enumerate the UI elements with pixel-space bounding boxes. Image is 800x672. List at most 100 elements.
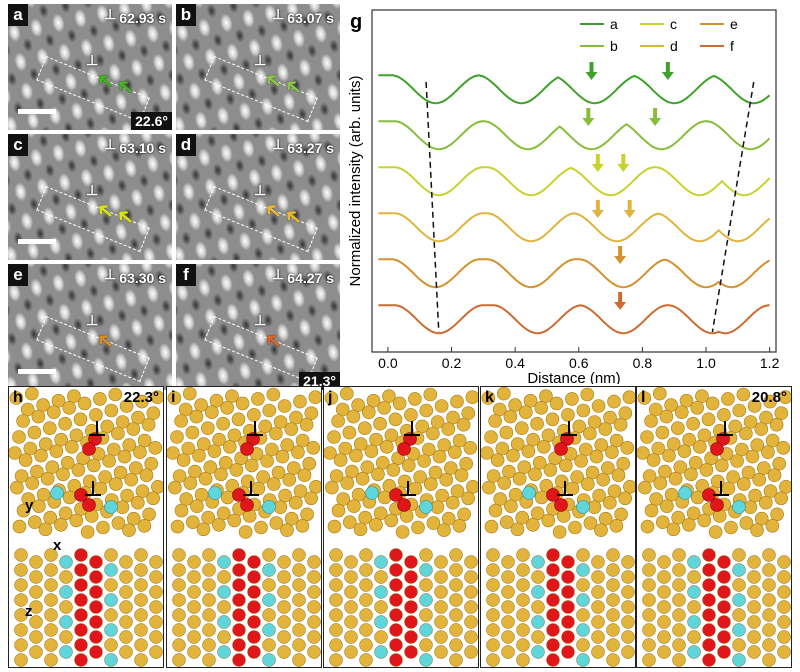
gold-atom — [333, 453, 348, 467]
side-atom — [672, 578, 686, 592]
gold-atom — [371, 467, 385, 482]
gold-atom — [331, 414, 345, 428]
red-atom — [554, 498, 568, 512]
side-atom — [232, 563, 246, 577]
gold-atom — [10, 480, 24, 495]
gold-atom — [508, 398, 522, 412]
gold-atom — [167, 391, 182, 405]
series-arrow-head — [661, 72, 674, 80]
side-atom — [464, 630, 478, 644]
md-panel-i: i — [166, 386, 322, 668]
timestamp: 63.10 s — [119, 140, 166, 156]
gold-atom — [495, 441, 510, 456]
gold-atom — [269, 426, 283, 441]
side-atom — [217, 555, 231, 569]
side-atom — [217, 645, 231, 659]
side-atom — [119, 630, 133, 644]
panel-label: h — [13, 389, 23, 406]
side-atom — [434, 600, 448, 614]
side-atom — [134, 548, 148, 562]
side-atom — [501, 615, 515, 629]
legend-label: f — [730, 38, 734, 54]
side-atom — [187, 570, 201, 584]
gold-atom — [598, 511, 613, 526]
side-atom — [516, 548, 530, 562]
gold-atom — [526, 432, 540, 447]
gold-atom — [280, 523, 294, 537]
side-atom — [202, 623, 216, 637]
side-atom — [59, 630, 73, 644]
gold-atom — [231, 412, 246, 427]
panel-label: k — [485, 389, 494, 406]
gold-atom — [536, 439, 551, 454]
gold-atom — [71, 463, 86, 477]
gold-atom — [262, 403, 277, 418]
gold-atom — [51, 393, 66, 408]
side-atom — [449, 548, 463, 562]
axis-letter: x — [53, 663, 61, 667]
timestamp: 63.27 s — [287, 140, 334, 156]
gold-atom — [144, 456, 158, 471]
side-atom — [419, 593, 433, 607]
gold-atom — [444, 461, 458, 475]
gold-atom — [561, 408, 575, 422]
gold-atom — [765, 433, 780, 448]
red-atom — [710, 442, 724, 456]
gold-atom — [759, 410, 773, 425]
gold-atom — [651, 441, 666, 456]
gold-atom — [277, 399, 292, 413]
gold-atom — [373, 506, 388, 521]
gold-atom — [358, 510, 373, 525]
side-atom — [134, 653, 148, 667]
side-atom — [187, 615, 201, 629]
axis-letter: x — [53, 537, 62, 554]
tilt-angle-label: 20.8° — [751, 389, 787, 406]
red-atom — [554, 442, 568, 456]
gold-atom — [16, 414, 30, 428]
side-atom — [292, 608, 306, 622]
series-arrow-head — [591, 164, 604, 172]
side-atom — [89, 645, 103, 659]
side-atom — [687, 555, 701, 569]
side-atom — [732, 548, 746, 562]
dislocation-symbol: ⊥ — [272, 136, 285, 152]
gold-atom — [300, 507, 314, 522]
gold-atom — [297, 468, 312, 482]
side-atom — [516, 638, 530, 652]
gold-atom — [690, 400, 705, 415]
side-atom — [104, 593, 118, 607]
side-atom — [172, 578, 186, 592]
gold-atom — [203, 460, 218, 474]
gold-atom — [104, 403, 119, 418]
gold-atom — [222, 439, 237, 454]
gold-atom — [216, 506, 231, 521]
legend-label: d — [670, 38, 678, 54]
side-atom — [434, 615, 448, 629]
side-atom — [89, 585, 103, 599]
side-atom — [449, 608, 463, 622]
gold-atom — [637, 391, 652, 405]
gold-atom — [518, 405, 533, 420]
side-atom — [277, 600, 291, 614]
gold-atom — [450, 484, 465, 498]
side-atom — [672, 593, 686, 607]
gold-atom — [534, 400, 549, 415]
tilt-angle-label: 21.3° — [299, 372, 340, 390]
gold-atom — [484, 519, 499, 534]
side-atom — [292, 578, 306, 592]
gold-atom — [450, 394, 464, 409]
gold-atom — [49, 444, 64, 458]
gold-atom — [754, 511, 769, 526]
gold-atom — [664, 487, 679, 502]
dislocation-symbol: ⊥ — [254, 182, 267, 198]
side-atom — [642, 593, 656, 607]
series-arrow-head — [582, 118, 595, 126]
tilt-angle-label: 22.3° — [123, 389, 159, 406]
gold-atom — [640, 519, 655, 534]
side-atom — [576, 548, 590, 562]
gold-atom — [282, 472, 296, 487]
cyan-atom — [678, 486, 692, 500]
gold-atom — [504, 499, 518, 513]
tem-panel-e: e 63.30 s ⊥ ⊥ ➜ — [8, 264, 172, 390]
gold-atom — [591, 399, 606, 413]
